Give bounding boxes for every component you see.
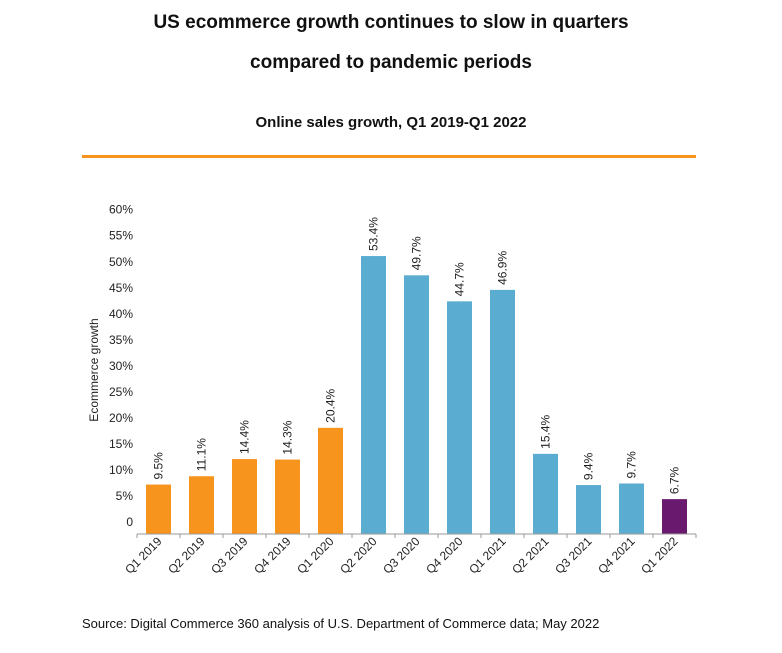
x-tick-label: Q3 2020: [380, 534, 423, 577]
chart-title-line-2: compared to pandemic periods: [250, 52, 532, 73]
data-label: 44.7%: [453, 262, 467, 296]
chart-title-line-1: US ecommerce growth continues to slow in…: [153, 12, 629, 33]
bar-q4-2020: [447, 301, 472, 534]
y-tick-label: 45%: [109, 281, 133, 295]
y-tick-label: 60%: [109, 203, 133, 217]
x-tick-label: Q4 2019: [251, 534, 294, 577]
y-tick-label: 20%: [109, 411, 133, 425]
chart-subtitle: Online sales growth, Q1 2019-Q1 2022: [255, 114, 527, 131]
data-label: 14.4%: [238, 420, 252, 454]
bar-chart: 0 5% 10% 15% 20% 25% 30% 35% 40% 45% 50% 55% 60% Ecom…: [87, 203, 697, 577]
bar-q2-2021: [533, 453, 558, 534]
x-tick-label: Q1 2020: [294, 534, 337, 577]
bar-q3-2019: [232, 459, 257, 534]
bar-q3-2021: [576, 485, 601, 534]
bar-q3-2020: [404, 275, 429, 534]
y-tick-label: 35%: [109, 333, 133, 347]
bar-q1-2022: [662, 499, 687, 534]
y-tick-label: 5%: [116, 489, 134, 503]
bar-q4-2021: [619, 483, 644, 534]
data-label: 9.7%: [625, 451, 639, 479]
x-tick-label: Q1 2022: [638, 534, 681, 577]
data-label: 53.4%: [367, 217, 381, 251]
data-label: 9.5%: [152, 452, 166, 480]
data-label: 9.4%: [582, 452, 596, 480]
data-label: 6.7%: [668, 466, 682, 494]
data-label: 49.7%: [410, 236, 424, 270]
data-label: 46.9%: [496, 251, 510, 285]
y-tick-label: 40%: [109, 307, 133, 321]
data-label: 15.4%: [539, 414, 553, 448]
y-axis-title: Ecommerce growth: [87, 318, 101, 421]
x-tick-label: Q3 2019: [208, 534, 251, 577]
data-label: 14.3%: [281, 420, 295, 454]
data-label: 11.1%: [195, 438, 209, 471]
x-tick-label: Q4 2020: [423, 534, 466, 577]
data-label: 20.4%: [324, 388, 338, 422]
orange-divider-rule: [82, 155, 696, 158]
x-tick-label: Q2 2019: [165, 534, 208, 577]
y-tick-label: 30%: [109, 359, 133, 373]
y-tick-label: 15%: [109, 437, 133, 451]
bar-q1-2021: [490, 289, 515, 534]
y-tick-label: 50%: [109, 255, 133, 269]
bar-q1-2019: [146, 484, 171, 534]
bar-q4-2019: [275, 459, 300, 534]
bar-q1-2020: [318, 427, 343, 534]
bar-q2-2020: [361, 256, 386, 534]
x-tick-label: Q3 2021: [552, 534, 595, 577]
x-tick-label: Q2 2021: [509, 534, 552, 577]
y-tick-label: 25%: [109, 385, 133, 399]
x-tick-label: Q1 2019: [122, 534, 165, 577]
y-tick-label: 0: [126, 515, 133, 529]
y-tick-label: 55%: [109, 229, 133, 243]
x-tick-label: Q1 2021: [466, 534, 509, 577]
y-tick-label: 10%: [109, 463, 133, 477]
x-tick-label: Q4 2021: [595, 534, 638, 577]
bar-q2-2019: [189, 476, 214, 534]
x-tick-label: Q2 2020: [337, 534, 380, 577]
source-note: Source: Digital Commerce 360 analysis of…: [82, 616, 600, 631]
